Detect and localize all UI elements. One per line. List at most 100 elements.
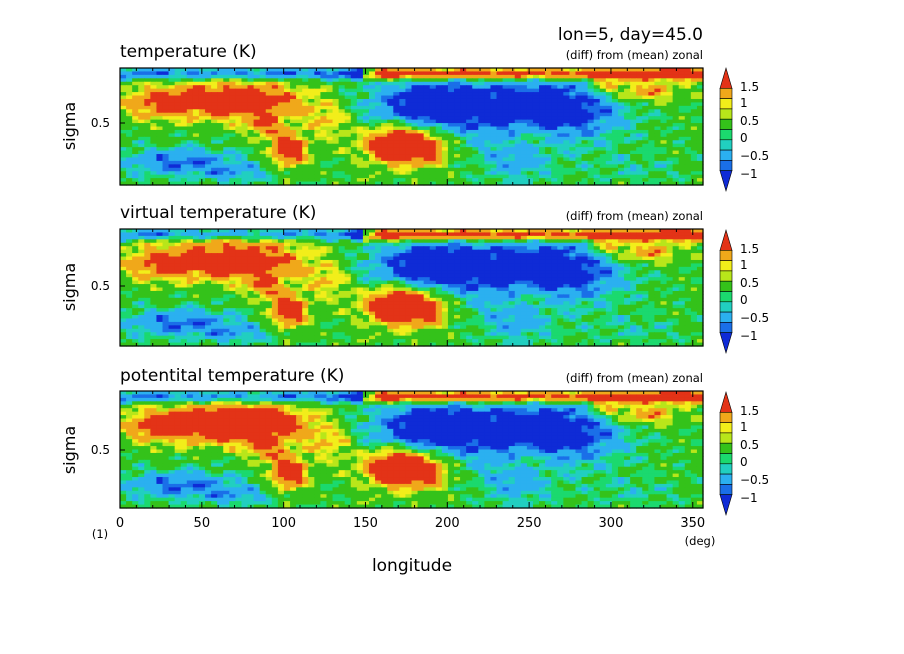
heat-cell bbox=[290, 136, 297, 141]
heat-cell bbox=[344, 150, 352, 155]
heat-cell bbox=[253, 235, 261, 240]
heat-cell bbox=[253, 147, 261, 152]
heat-cell bbox=[302, 171, 309, 176]
heat-cell bbox=[253, 95, 261, 100]
heat-cell bbox=[502, 270, 510, 275]
heat-cell bbox=[563, 71, 570, 76]
heat-cell bbox=[587, 126, 595, 131]
heat-cell bbox=[435, 105, 443, 110]
heat-cell bbox=[460, 253, 467, 258]
heat-cell bbox=[223, 273, 230, 278]
heat-cell bbox=[636, 164, 643, 169]
heat-cell bbox=[678, 136, 686, 141]
heat-cell bbox=[126, 102, 133, 107]
heat-cell bbox=[296, 143, 303, 148]
heat-cell bbox=[539, 88, 546, 93]
heat-cell bbox=[241, 68, 249, 73]
heat-cell bbox=[138, 284, 145, 289]
heat-cell bbox=[587, 74, 595, 79]
heat-cell bbox=[630, 171, 637, 176]
heat-cell bbox=[526, 253, 534, 258]
heat-cell bbox=[508, 157, 516, 162]
heat-cell bbox=[138, 280, 145, 285]
heat-cell bbox=[344, 253, 352, 258]
heat-cell bbox=[344, 266, 352, 271]
heat-cell bbox=[126, 71, 133, 76]
heat-cell bbox=[393, 74, 400, 79]
heat-cell bbox=[636, 167, 643, 172]
heat-cell bbox=[283, 164, 291, 169]
heat-cell bbox=[126, 112, 133, 117]
heat-cell bbox=[454, 147, 461, 152]
heat-cell bbox=[283, 85, 291, 90]
heat-cell bbox=[223, 150, 230, 155]
heat-cell bbox=[132, 157, 139, 162]
heat-cell bbox=[381, 85, 388, 90]
heat-cell bbox=[217, 136, 224, 141]
heat-cell bbox=[144, 246, 151, 251]
heat-cell bbox=[150, 147, 158, 152]
heat-cell bbox=[211, 154, 218, 159]
heat-cell bbox=[150, 143, 158, 148]
heat-cell bbox=[168, 102, 176, 107]
heat-cell bbox=[344, 280, 352, 285]
heat-cell bbox=[417, 270, 425, 275]
heat-cell bbox=[247, 143, 255, 148]
heat-cell bbox=[168, 263, 176, 268]
heat-cell bbox=[211, 98, 218, 104]
heat-cell bbox=[605, 277, 613, 282]
heat-cell bbox=[368, 167, 376, 172]
heat-cell bbox=[217, 229, 224, 234]
heat-cell bbox=[539, 160, 546, 165]
heat-cell bbox=[557, 95, 564, 100]
heat-cell bbox=[678, 239, 686, 244]
heat-cell bbox=[393, 249, 400, 254]
heat-cell bbox=[247, 71, 255, 76]
heat-cell bbox=[666, 95, 674, 100]
heat-cell bbox=[144, 150, 151, 155]
heat-cell bbox=[696, 284, 704, 289]
heat-cell bbox=[435, 273, 443, 278]
heat-cell bbox=[259, 249, 267, 254]
heat-cell bbox=[526, 143, 534, 148]
heat-cell bbox=[265, 266, 273, 271]
heat-cell bbox=[314, 270, 321, 275]
heat-cell bbox=[630, 74, 637, 79]
heat-cell bbox=[569, 242, 577, 247]
heat-cell bbox=[399, 78, 407, 83]
heat-cell bbox=[508, 68, 516, 73]
heat-cell bbox=[624, 284, 631, 289]
heat-cell bbox=[375, 160, 382, 165]
heat-cell bbox=[296, 105, 303, 110]
heat-cell bbox=[138, 102, 145, 107]
heat-cell bbox=[624, 102, 631, 107]
heat-cell bbox=[484, 246, 492, 251]
heat-cell bbox=[253, 277, 261, 282]
heat-cell bbox=[368, 164, 376, 169]
heat-cell bbox=[120, 150, 127, 155]
heat-cell bbox=[666, 74, 674, 79]
heat-cell bbox=[617, 174, 625, 179]
heat-cell bbox=[205, 249, 212, 254]
heat-cell bbox=[666, 270, 674, 275]
heat-cell bbox=[508, 136, 516, 141]
heat-cell bbox=[344, 259, 352, 265]
heat-cell bbox=[514, 88, 522, 93]
heat-cell bbox=[460, 256, 467, 261]
heat-cell bbox=[381, 68, 388, 73]
heat-cell bbox=[368, 105, 376, 110]
heat-cell bbox=[684, 88, 692, 93]
heat-cell bbox=[120, 235, 127, 240]
heat-cell bbox=[253, 88, 261, 93]
heat-cell bbox=[156, 140, 164, 145]
heat-cell bbox=[375, 181, 382, 186]
heat-cell bbox=[466, 246, 473, 251]
heat-cell bbox=[508, 239, 516, 244]
heat-cell bbox=[690, 239, 698, 244]
heat-cell bbox=[514, 164, 522, 169]
heat-cell bbox=[605, 116, 613, 121]
heat-cell bbox=[581, 147, 589, 152]
heat-cell bbox=[168, 116, 176, 121]
heat-cell bbox=[417, 102, 425, 107]
heat-cell bbox=[375, 140, 382, 145]
